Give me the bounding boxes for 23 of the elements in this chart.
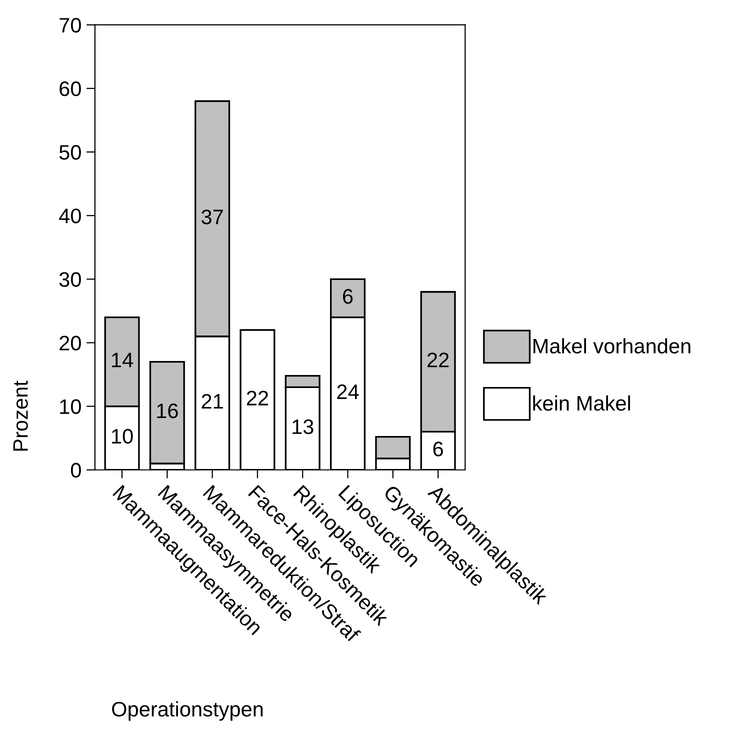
data-label: 14 (112, 352, 134, 368)
data-label: 22 (246, 390, 268, 406)
y-tick-label: 70 (60, 18, 81, 33)
data-label: 6 (433, 442, 443, 456)
data-label: 21 (202, 394, 223, 409)
legend-label: Makel vorhanden (534, 338, 690, 354)
data-label: 16 (157, 403, 178, 418)
y-tick-label: 10 (60, 399, 81, 414)
y-tick-label: 30 (59, 272, 81, 287)
y-tick-label: 20 (60, 336, 81, 350)
data-label: 22 (428, 352, 449, 368)
y-tick-label: 60 (60, 81, 81, 96)
data-label: 6 (343, 289, 353, 304)
x-axis-title: Operationstypen (112, 701, 263, 721)
data-label: 13 (292, 419, 314, 434)
y-tick-label: 40 (59, 208, 81, 224)
y-tick-label: 50 (59, 145, 81, 160)
data-label: 37 (202, 210, 223, 224)
y-axis-title: Prozent (13, 380, 28, 451)
data-label: 10 (112, 428, 133, 444)
legend-label: kein Makel (533, 395, 630, 411)
y-tick-label: 0 (70, 462, 81, 478)
data-label: 24 (337, 384, 359, 399)
